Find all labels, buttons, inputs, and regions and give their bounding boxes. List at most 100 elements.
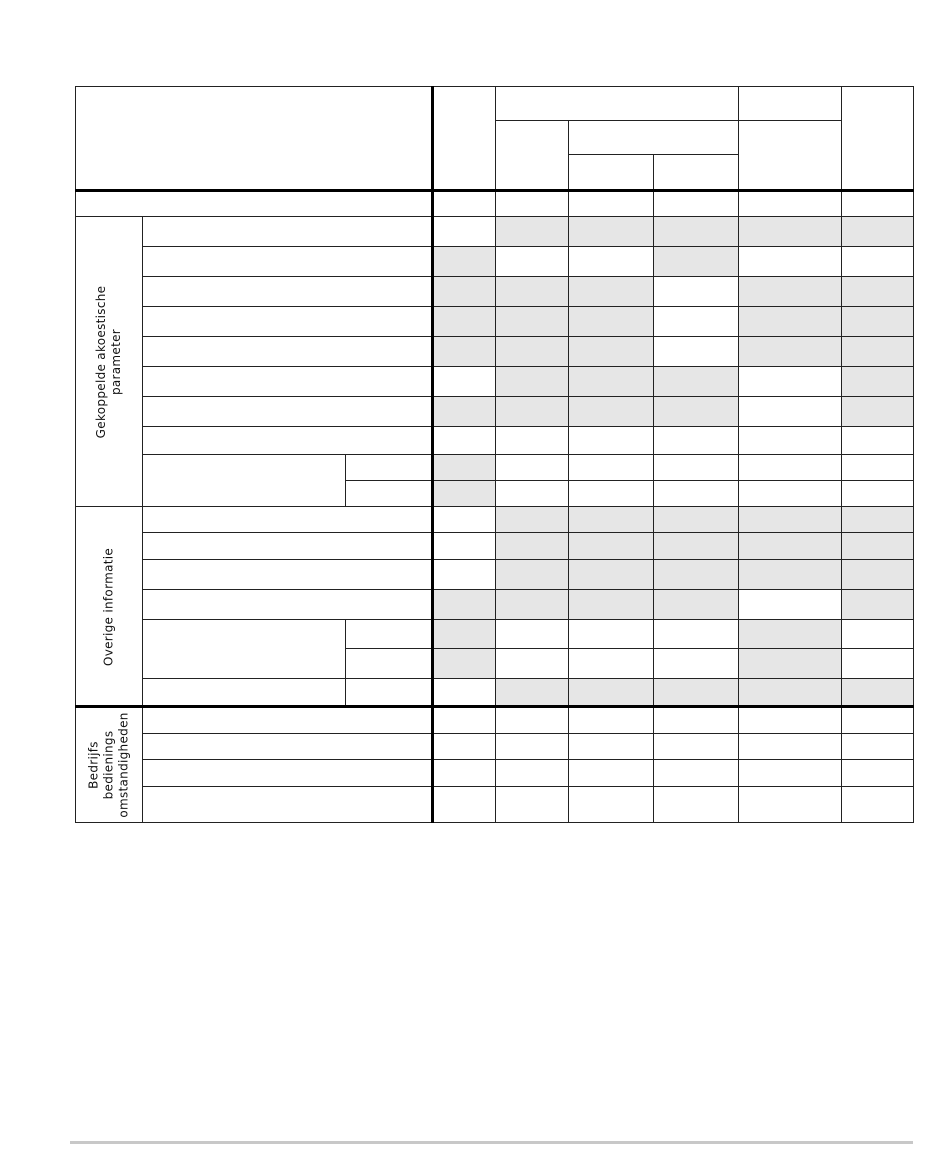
table-cell [653, 426, 739, 455]
table-cell [568, 276, 654, 307]
header-cell [841, 86, 914, 191]
footer-divider [70, 1141, 913, 1144]
table-cell [432, 190, 496, 217]
table-cell [738, 246, 842, 277]
table-cell [495, 786, 569, 823]
table-cell [432, 532, 496, 560]
table-cell [653, 759, 739, 787]
table-cell [432, 619, 496, 649]
table-cell [738, 589, 842, 620]
table-cell [495, 506, 569, 533]
table-cell [495, 454, 569, 481]
table-cell [495, 706, 569, 734]
header-cell [495, 86, 739, 121]
table-cell [653, 786, 739, 823]
table-cell [841, 336, 914, 367]
table-cell [568, 336, 654, 367]
table-cell [653, 706, 739, 734]
group-label-cell: Gekoppelde akoestische parameter [75, 216, 143, 507]
row-label [142, 366, 433, 397]
table-cell [568, 733, 654, 760]
table-cell [568, 786, 654, 823]
table-cell [495, 648, 569, 679]
row-label [142, 589, 433, 620]
table-cell [432, 706, 496, 734]
row-label [142, 336, 433, 367]
table-cell [495, 480, 569, 507]
table-cell [432, 759, 496, 787]
table-cell [432, 396, 496, 427]
table-cell [738, 454, 842, 481]
table-cell [653, 648, 739, 679]
table-cell [653, 190, 739, 217]
table-cell [495, 276, 569, 307]
table-cell [738, 306, 842, 337]
table-cell [432, 306, 496, 337]
table-cell [653, 366, 739, 397]
header-cell [432, 86, 496, 191]
table-cell [568, 532, 654, 560]
table-cell [432, 678, 496, 707]
row-label [142, 619, 346, 679]
table-cell [738, 733, 842, 760]
table-cell [568, 396, 654, 427]
table-cell [653, 216, 739, 247]
table-cell [568, 306, 654, 337]
table-cell [432, 559, 496, 590]
row-label [142, 733, 433, 760]
table-cell [432, 336, 496, 367]
table-cell [841, 366, 914, 397]
table-cell [738, 619, 842, 649]
table-cell [841, 733, 914, 760]
group-label: Overige informatie [101, 547, 116, 666]
table-cell [568, 480, 654, 507]
row-label [142, 216, 433, 247]
table-cell [568, 559, 654, 590]
table-cell [841, 648, 914, 679]
row-label [142, 246, 433, 277]
table-cell [432, 366, 496, 397]
table-cell [495, 426, 569, 455]
table-cell [653, 454, 739, 481]
table-cell [841, 589, 914, 620]
table-cell [432, 733, 496, 760]
table-cell [568, 506, 654, 533]
group-label-cell: Bedrijfs bedienings omstandigheden [75, 706, 143, 823]
table-cell [568, 426, 654, 455]
table-cell [432, 589, 496, 620]
row-label [142, 706, 433, 734]
group-label: Bedrijfs bedienings omstandigheden [86, 711, 131, 818]
table-cell [432, 506, 496, 533]
table-cell [495, 678, 569, 707]
table-cell [495, 559, 569, 590]
table-cell [568, 366, 654, 397]
table-cell [568, 246, 654, 277]
table-cell [495, 733, 569, 760]
table-cell [841, 426, 914, 455]
table-cell [432, 786, 496, 823]
table-cell [495, 306, 569, 337]
table-cell [738, 426, 842, 455]
header-cell [75, 190, 433, 217]
table-cell [841, 678, 914, 707]
table-cell [653, 246, 739, 277]
table-cell [495, 619, 569, 649]
table-cell [432, 216, 496, 247]
table-cell [841, 506, 914, 533]
table-cell [841, 786, 914, 823]
header-cell [653, 154, 739, 191]
table-cell [495, 589, 569, 620]
table-cell [568, 190, 654, 217]
table-cell [432, 276, 496, 307]
table-cell [653, 678, 739, 707]
table-cell [738, 786, 842, 823]
table-cell [738, 366, 842, 397]
row-sublabel [345, 678, 433, 707]
row-sublabel [345, 648, 433, 679]
table-cell [653, 532, 739, 560]
table-cell [653, 733, 739, 760]
table-cell [568, 619, 654, 649]
table-cell [495, 190, 569, 217]
table-cell [738, 276, 842, 307]
table-cell [568, 678, 654, 707]
